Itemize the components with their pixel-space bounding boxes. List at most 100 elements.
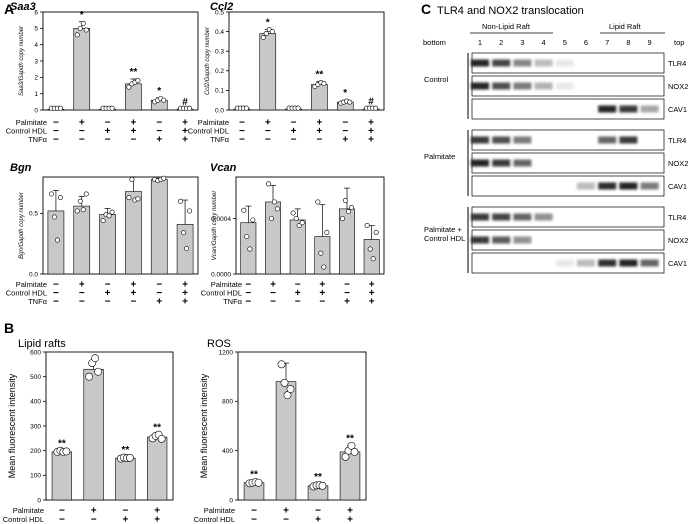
y-tick-label: 0.0000	[211, 271, 231, 278]
condition-label: Control HDL	[6, 127, 47, 136]
band	[492, 136, 511, 144]
condition-sign: +	[79, 280, 85, 291]
data-point	[247, 246, 253, 252]
condition-sign: +	[182, 297, 188, 308]
data-point	[109, 105, 115, 111]
data-point	[342, 198, 348, 204]
y-tick-label: 0	[34, 107, 38, 114]
significance-mark: **	[316, 70, 324, 81]
data-point	[268, 216, 274, 222]
band	[577, 259, 595, 267]
data-point	[109, 209, 115, 215]
y-tick-label: 0.3	[215, 49, 224, 56]
fraction-number: 1	[478, 38, 482, 47]
blot-row: CAV1	[471, 98, 687, 120]
group-label: Control	[424, 75, 449, 84]
data-point	[318, 481, 327, 490]
data-point	[126, 195, 132, 201]
plot-frame	[235, 176, 385, 275]
condition-sign: −	[156, 288, 162, 299]
condition-sign: −	[295, 280, 301, 291]
y-tick-label: 0	[229, 497, 233, 504]
condition-label: Palmitate	[13, 506, 44, 515]
band	[534, 82, 553, 90]
y-tick-label: 600	[30, 349, 41, 356]
data-point	[293, 216, 299, 222]
data-point	[129, 176, 135, 182]
data-point	[373, 229, 379, 235]
data-point	[243, 105, 249, 111]
y-tick-label: 0.5	[29, 211, 38, 218]
band	[640, 182, 659, 190]
condition-sign: +	[344, 297, 350, 308]
data-point	[321, 264, 327, 270]
condition-sign: −	[265, 135, 271, 146]
data-point	[94, 367, 103, 376]
significance-mark: **	[250, 470, 258, 481]
blot-title: TLR4 and NOX2 translocation	[437, 5, 584, 17]
data-point	[274, 206, 280, 212]
significance-mark: **	[58, 439, 66, 450]
band	[513, 213, 532, 221]
data-point	[367, 246, 373, 252]
data-point	[80, 207, 86, 213]
data-point	[254, 478, 263, 487]
fraction-number: 3	[520, 38, 524, 47]
data-point	[350, 447, 359, 456]
data-point	[157, 434, 166, 443]
data-point	[348, 204, 354, 210]
data-point	[57, 195, 63, 201]
condition-sign: −	[53, 297, 59, 308]
y-tick-label: 0.0	[29, 271, 38, 278]
condition-sign: +	[270, 280, 276, 291]
y-tick-label: 0.0004	[211, 216, 231, 223]
y-tick-label: 400	[30, 399, 41, 406]
fraction-number: 4	[542, 38, 546, 47]
data-point	[74, 32, 80, 38]
condition-sign: −	[291, 135, 297, 146]
data-point	[339, 216, 345, 222]
band	[492, 82, 511, 90]
data-point	[85, 372, 94, 381]
condition-sign: +	[130, 280, 136, 291]
blot-frame	[471, 98, 665, 120]
data-point	[62, 447, 71, 456]
fraction-number: 6	[584, 38, 588, 47]
condition-sign: +	[156, 135, 162, 146]
data-point	[57, 105, 63, 111]
condition-sign: +	[105, 126, 111, 137]
condition-sign: +	[319, 288, 325, 299]
condition-sign: −	[270, 288, 276, 299]
data-point	[161, 175, 167, 181]
condition-sign: +	[283, 506, 289, 517]
chart-title-rafts: Lipid rafts	[18, 338, 66, 350]
condition-sign: +	[368, 135, 374, 146]
bar	[363, 239, 380, 275]
band	[513, 59, 532, 67]
protein-label: TLR4	[668, 136, 686, 145]
protein-label: TLR4	[668, 59, 686, 68]
data-point	[277, 360, 286, 369]
band	[513, 136, 532, 144]
data-point	[135, 78, 141, 84]
condition-sign: +	[130, 118, 136, 129]
condition-sign: +	[319, 280, 325, 291]
y-axis-label: Mean fluorescent intensity	[199, 373, 209, 478]
plot-frame	[228, 11, 385, 111]
data-point	[250, 217, 256, 223]
data-point	[178, 198, 184, 204]
significance-mark: #	[368, 97, 374, 108]
chart-title-vcan: Vcan	[210, 162, 237, 174]
y-tick-label: 0.0	[215, 107, 224, 114]
condition-sign: −	[315, 506, 321, 517]
band	[555, 259, 574, 267]
condition-sign: +	[342, 135, 348, 146]
condition-sign: −	[291, 118, 297, 129]
y-tick-label: 1200	[219, 349, 234, 356]
data-point	[126, 84, 132, 90]
condition-sign: −	[79, 135, 85, 146]
chart-title-saa3: Saa3	[10, 1, 36, 13]
data-point	[260, 34, 266, 40]
